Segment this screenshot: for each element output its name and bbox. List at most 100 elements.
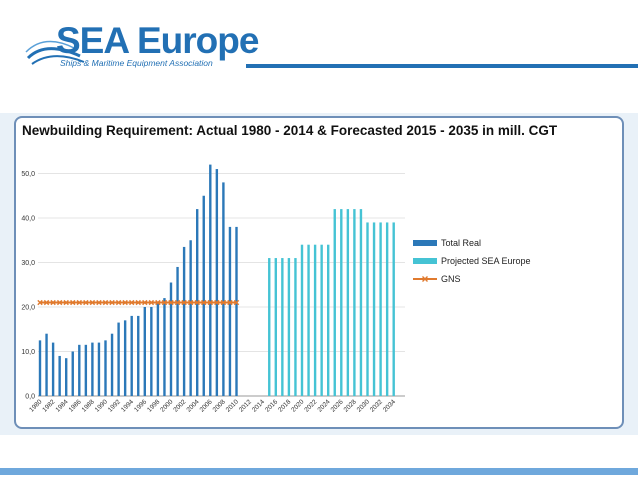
- gns-point-1993: [122, 299, 128, 306]
- y-tick-label: 0,0: [25, 394, 35, 401]
- gns-point-1988: [89, 299, 96, 306]
- bar-projected-sea-europe-2017: [281, 258, 284, 396]
- bar-total-real-2002: [182, 246, 186, 396]
- wave-logo-icon: [25, 40, 85, 65]
- bar-projected-sea-europe-2033: [385, 222, 389, 396]
- gns-point-1996: [142, 299, 148, 306]
- gns-point-2007: [214, 299, 220, 306]
- x-tick-label: 1992: [107, 398, 122, 413]
- bar-projected-sea-europe-2026: [340, 209, 343, 396]
- legend-label: Total Real: [441, 238, 481, 248]
- x-tick-label: 1994: [120, 398, 135, 413]
- chart-frame: [14, 116, 624, 429]
- x-tick-label: 2014: [251, 398, 266, 413]
- gns-point-2001: [174, 299, 181, 306]
- x-tick-label: 2018: [277, 398, 292, 413]
- bar-total-real-1995: [137, 315, 140, 396]
- chart-legend: Total Real Projected SEA Europe GNS: [413, 238, 531, 284]
- x-tick-label: 2008: [212, 398, 227, 413]
- bar-projected-sea-europe-2021: [307, 244, 310, 396]
- bar-total-real-1985: [71, 351, 74, 396]
- bar-total-real-1991: [110, 333, 114, 396]
- bar-total-real-1993: [123, 320, 127, 396]
- gns-point-1999: [161, 299, 168, 306]
- bar-total-real-2009: [228, 226, 232, 396]
- logo-subtitle: Ships & Maritime Equipment Association: [60, 58, 213, 68]
- x-tick-label: 2024: [316, 398, 331, 413]
- x-axis-ticks: 1980198219841986198819901992199419961998…: [28, 398, 397, 413]
- bar-total-real-1984: [65, 358, 68, 396]
- x-tick-label: 2002: [172, 398, 187, 413]
- bar-total-real-2010: [235, 226, 238, 396]
- bar-projected-sea-europe-2023: [320, 244, 323, 396]
- bar-total-real-2003: [189, 240, 192, 396]
- x-tick-label: 2032: [369, 398, 384, 413]
- bar-total-real-1981: [45, 333, 48, 396]
- x-tick-label: 1984: [54, 398, 69, 413]
- gns-point-2006: [207, 299, 213, 306]
- sea-europe-logo: [24, 18, 244, 70]
- x-tick-label: 2004: [185, 398, 200, 413]
- bar-total-real-1994: [130, 315, 133, 396]
- bar-projected-sea-europe-2027: [346, 209, 350, 396]
- gns-point-1980: [37, 299, 43, 306]
- bar-total-real-2006: [209, 164, 212, 396]
- legend-label: Projected SEA Europe: [441, 256, 531, 266]
- bar-total-real-1999: [163, 298, 166, 396]
- x-tick-label: 2022: [303, 398, 318, 413]
- x-tick-label: 2010: [225, 398, 240, 413]
- bar-total-real-2005: [202, 195, 205, 396]
- bar-total-real-1992: [117, 322, 120, 396]
- bar-total-real-1980: [38, 340, 42, 396]
- gns-point-1986: [76, 299, 82, 306]
- bar-total-real-1996: [143, 307, 146, 396]
- bar-total-real-1987: [84, 344, 88, 396]
- gns-point-1981: [43, 299, 50, 306]
- bar-total-real-1988: [91, 342, 94, 396]
- logo-title: SEA Europe: [56, 20, 259, 61]
- gns-point-1982: [50, 299, 56, 306]
- bar-projected-sea-europe-2019: [294, 258, 297, 396]
- x-tick-label: 1998: [146, 398, 161, 413]
- bar-projected-sea-europe-2029: [359, 209, 363, 396]
- gns-point-1991: [109, 299, 115, 306]
- legend-swatch: [413, 240, 437, 246]
- bar-total-real-1990: [104, 340, 107, 396]
- gns-point-1998: [155, 299, 161, 306]
- gns-point-2005: [201, 299, 207, 306]
- x-tick-label: 2016: [264, 398, 279, 413]
- x-tick-label: 1980: [28, 398, 43, 413]
- bar-projected-sea-europe-2016: [274, 258, 277, 396]
- gns-line: [37, 299, 240, 306]
- bar-projected-sea-europe-2028: [353, 209, 356, 396]
- gns-point-1997: [148, 299, 155, 306]
- gns-point-1994: [129, 299, 135, 306]
- bar-total-real-1989: [97, 342, 101, 396]
- gns-point-2002: [181, 299, 187, 306]
- bar-projected-sea-europe-2032: [379, 222, 382, 396]
- gns-point-1984: [63, 299, 69, 306]
- legend-marker: [422, 276, 428, 282]
- gns-point-2000: [168, 299, 174, 306]
- gns-point-1989: [96, 299, 102, 306]
- y-tick-label: 20,0: [21, 305, 35, 312]
- gns-point-1995: [135, 299, 141, 306]
- gns-point-2009: [227, 299, 233, 306]
- legend-label: GNS: [441, 274, 461, 284]
- gns-point-1985: [70, 299, 76, 306]
- gns-point-2003: [187, 299, 194, 306]
- bar-projected-sea-europe-2030: [366, 222, 369, 396]
- x-tick-label: 1982: [41, 398, 56, 413]
- bar-total-real-2008: [222, 182, 225, 396]
- gns-point-2010: [233, 299, 240, 306]
- x-tick-label: 1988: [81, 398, 96, 413]
- chart-bars: [38, 164, 395, 396]
- gns-point-1987: [83, 299, 89, 306]
- bar-projected-sea-europe-2020: [300, 244, 304, 396]
- x-tick-label: 2034: [382, 398, 397, 413]
- y-axis-ticks: 0,0 10,0 20,0 30,0 40,0 50,0: [21, 171, 35, 401]
- x-tick-label: 2006: [199, 398, 214, 413]
- bar-projected-sea-europe-2025: [333, 209, 336, 396]
- bar-projected-sea-europe-2031: [372, 222, 376, 396]
